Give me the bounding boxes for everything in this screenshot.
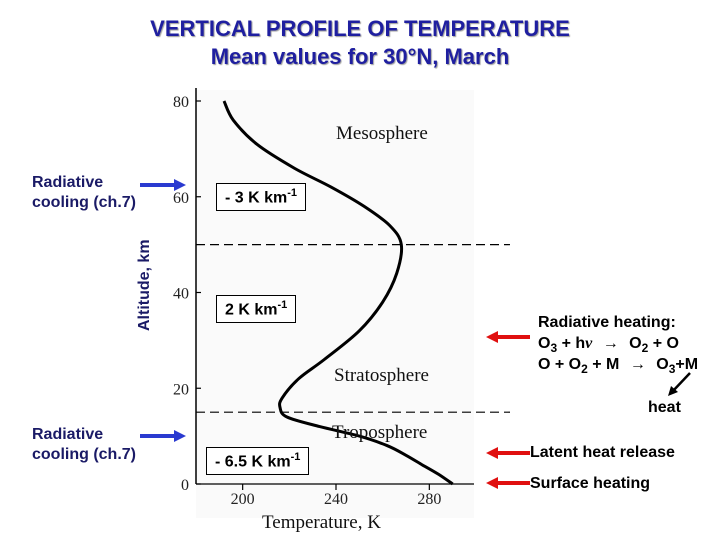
species: O + O [538,356,582,373]
arrow-blue-upper-head [174,179,186,191]
layer-label-stratosphere: Stratosphere [334,365,429,386]
y-tick-label: 0 [181,477,189,494]
y-axis-title: Altitude, km [136,239,153,331]
species: O [656,356,669,373]
surface-heating-label: Surface heating [530,475,651,492]
lapse-rate-box-middle: 2 K km-1 [216,295,297,324]
label-line: Radiative [32,426,104,443]
layer-label-mesosphere: Mesosphere [336,123,428,144]
subscript: 2 [581,362,588,377]
reaction-ozone-formation: O + O2 + M → O3+M [538,355,698,379]
arrow-red-surface-head [486,477,498,489]
heat-label: heat [648,399,681,416]
reaction-arrow: → [602,335,619,352]
reaction-arrow: → [629,356,646,373]
x-tick-label: 200 [231,491,255,508]
species: O [629,335,642,352]
temperature-curve [222,100,454,486]
x-tick-label: 280 [417,491,441,508]
latent-heat-label: Latent heat release [530,444,675,461]
lapse-rate-text: 2 K km [225,301,278,319]
label-line: cooling (ch.7) [32,194,136,211]
nu-symbol: ν [585,335,593,352]
page-subtitle: Mean values for 30°N, March [210,44,510,69]
species: +M [675,356,699,373]
species: + h [557,335,586,352]
page-title: VERTICAL PROFILE OF TEMPERATURE [150,16,570,41]
reaction-ozone-photolysis: O3 + hν → O2 + O [538,334,679,358]
subscript: 3 [550,341,558,356]
arrow-blue-lower-head [174,430,186,442]
arrow-red-latent-head [486,447,498,459]
arrow-heat [671,372,691,393]
y-tick-label: 20 [173,381,189,398]
y-tick-label: 60 [173,190,189,207]
species: + M [587,356,620,373]
subscript: 2 [641,341,649,356]
lapse-rate-exponent: -1 [287,187,298,199]
arrow-red-heating-head [486,331,498,343]
radiative-heating-title: Radiative heating: [538,314,676,331]
arrow-heat-head [668,386,678,396]
lapse-rate-box-upper: - 3 K km-1 [216,183,307,212]
radiative-cooling-lower-label: Radiative cooling (ch.7) [32,425,136,465]
x-axis-title: Temperature, K [262,512,381,533]
lapse-rate-box-lower: - 6.5 K km-1 [206,447,310,476]
subscript: 3 [668,362,676,377]
lapse-rate-exponent: -1 [277,299,288,311]
species: O [538,335,551,352]
label-line: Radiative [32,174,104,191]
species: + O [648,335,679,352]
lapse-rate-exponent: -1 [290,451,301,463]
lapse-rate-text: - 3 K km [225,189,288,207]
y-tick-label: 80 [173,94,189,111]
label-line: cooling (ch.7) [32,446,136,463]
y-tick-label: 40 [173,286,189,303]
arrows [140,179,691,489]
x-tick-label: 240 [324,491,348,508]
radiative-cooling-upper-label: Radiative cooling (ch.7) [32,173,136,213]
lapse-rate-text: - 6.5 K km [215,453,291,471]
layer-label-troposphere: Troposphere [332,422,427,443]
